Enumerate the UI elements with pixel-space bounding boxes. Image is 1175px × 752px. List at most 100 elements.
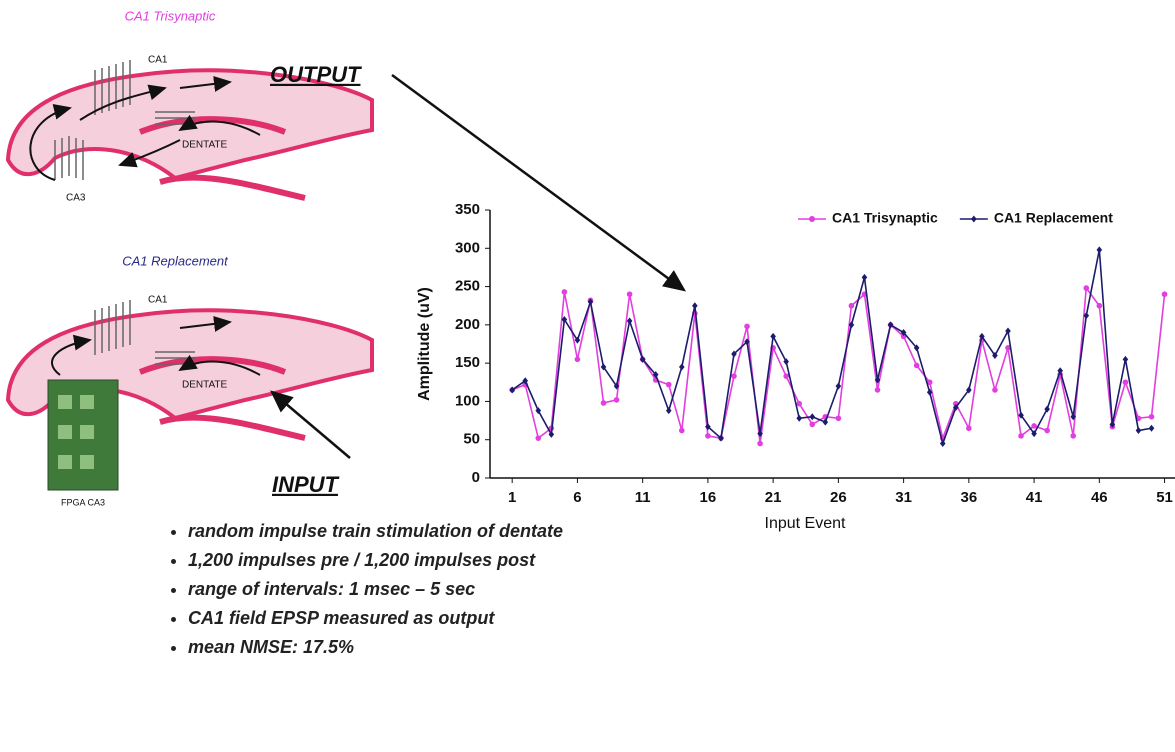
arrow [178, 114, 261, 136]
marker [874, 387, 881, 393]
marker [548, 430, 555, 438]
marker [718, 434, 724, 442]
series-line [511, 249, 1152, 447]
marker [535, 407, 542, 415]
dentate-band [138, 116, 287, 135]
marker [600, 400, 607, 406]
marker [796, 414, 803, 422]
x-tick-label: 46 [1091, 489, 1108, 506]
marker [848, 302, 855, 309]
neurons [94, 300, 195, 365]
marker [613, 382, 620, 390]
marker [626, 291, 633, 298]
marker [1083, 285, 1090, 291]
marker [1070, 433, 1077, 439]
x-tick-label: 16 [700, 489, 717, 506]
region-label: CA1 [148, 295, 168, 306]
bullet-list: random impulse train stimulation of dent… [168, 520, 568, 665]
marker [1044, 427, 1050, 434]
marker [913, 362, 920, 369]
y-tick-label: 100 [455, 392, 480, 409]
input-label: INPUT [272, 472, 340, 497]
marker [535, 435, 542, 441]
marker [953, 404, 959, 412]
legend-label: CA1 Replacement [994, 210, 1113, 226]
marker [1135, 427, 1142, 435]
diagram-bottom: CA1 Replacement CA1 DENTATE FPGA CA3 [5, 253, 374, 507]
marker [783, 358, 789, 366]
diagram-title: CA1 Trisynaptic [125, 8, 216, 23]
bullet: random impulse train stimulation of dent… [188, 520, 568, 542]
marker [1005, 327, 1011, 335]
marker [613, 397, 620, 403]
marker [1148, 413, 1155, 420]
output-arrow [391, 73, 687, 292]
y-tick-label: 350 [455, 201, 480, 218]
marker [705, 433, 711, 439]
marker [913, 344, 920, 352]
marker [874, 376, 881, 384]
bullet: CA1 field EPSP measured as output [188, 607, 568, 629]
marker [900, 329, 907, 337]
marker [561, 315, 568, 323]
dentate-band [159, 174, 306, 201]
marker [705, 423, 711, 431]
arrow [118, 139, 181, 168]
y-tick-label: 300 [455, 239, 480, 256]
marker [1018, 433, 1024, 439]
x-tick-label: 51 [1156, 489, 1173, 506]
chart: Amplitude (uV) Input Event 0 50 100 150 200 2… [416, 201, 1175, 532]
x-tick-label: 6 [573, 489, 581, 506]
input-arrow [270, 390, 351, 459]
dentate-band [138, 356, 287, 375]
y-tick-label: 250 [455, 278, 480, 295]
marker [1122, 379, 1129, 386]
y-axis-title: Amplitude (uV) [416, 287, 433, 401]
marker [848, 321, 855, 329]
dentate-band [159, 414, 306, 441]
marker [1122, 355, 1129, 363]
region-label: CA3 [66, 193, 86, 204]
diagram-title: CA1 Replacement [122, 253, 229, 268]
marker [665, 381, 672, 388]
diagram-top: CA1 Trisynaptic CA1 DENTATE CA3 [5, 8, 374, 204]
marker [861, 273, 868, 281]
marker [1031, 430, 1037, 438]
marker [939, 440, 946, 448]
bullet: mean NMSE: 17.5% [188, 636, 568, 658]
region-label: DENTATE [182, 380, 228, 391]
marker [587, 298, 594, 306]
marker [992, 351, 998, 359]
marker [887, 321, 894, 329]
marker [1057, 367, 1063, 375]
marker [652, 371, 659, 379]
region-label: DENTATE [182, 140, 228, 151]
marker [744, 338, 750, 346]
marker [1109, 420, 1116, 428]
marker [1096, 302, 1103, 309]
marker [731, 373, 737, 379]
marker [809, 421, 816, 428]
marker [966, 425, 972, 432]
x-tick-label: 1 [508, 489, 516, 506]
fpga-chips [58, 395, 94, 469]
legend-marker [809, 216, 815, 222]
marker [926, 388, 933, 396]
arrow [179, 75, 232, 92]
marker [692, 302, 698, 310]
marker [835, 382, 842, 390]
marker [979, 332, 985, 340]
marker [1096, 246, 1103, 254]
y-tick-label: 50 [463, 431, 480, 448]
bullet: range of intervals: 1 msec – 5 sec [188, 578, 568, 600]
x-axis-title: Input Event [765, 515, 847, 532]
marker [1044, 405, 1050, 413]
arrow [29, 103, 72, 181]
marker [796, 400, 803, 407]
output-label: OUTPUT [270, 62, 362, 87]
marker [522, 377, 529, 385]
marker [679, 427, 685, 434]
marker [783, 373, 789, 379]
arrow [51, 334, 92, 376]
marker [822, 418, 829, 426]
